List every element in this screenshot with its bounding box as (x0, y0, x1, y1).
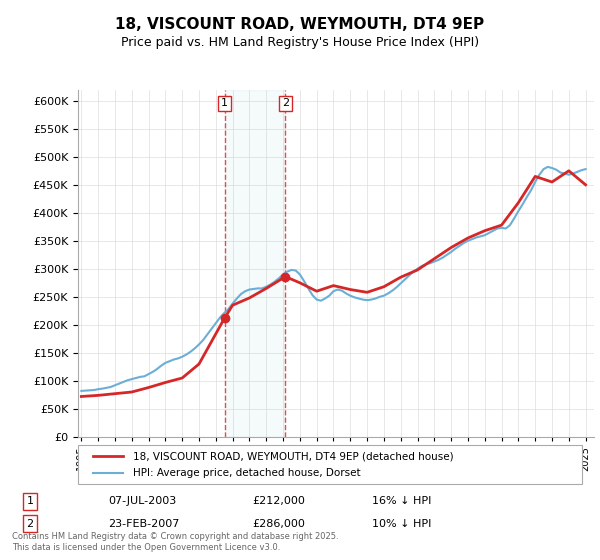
Text: 1: 1 (221, 99, 228, 108)
Text: Contains HM Land Registry data © Crown copyright and database right 2025.
This d: Contains HM Land Registry data © Crown c… (12, 532, 338, 552)
Text: HPI: Average price, detached house, Dorset: HPI: Average price, detached house, Dors… (133, 468, 361, 478)
Text: 10% ↓ HPI: 10% ↓ HPI (372, 519, 431, 529)
Text: 2: 2 (26, 519, 34, 529)
Text: Price paid vs. HM Land Registry's House Price Index (HPI): Price paid vs. HM Land Registry's House … (121, 36, 479, 49)
Text: 18, VISCOUNT ROAD, WEYMOUTH, DT4 9EP (detached house): 18, VISCOUNT ROAD, WEYMOUTH, DT4 9EP (de… (133, 451, 454, 461)
FancyBboxPatch shape (78, 445, 582, 484)
Text: 07-JUL-2003: 07-JUL-2003 (108, 496, 176, 506)
Text: 2: 2 (282, 99, 289, 108)
Text: £286,000: £286,000 (252, 519, 305, 529)
Text: 18, VISCOUNT ROAD, WEYMOUTH, DT4 9EP: 18, VISCOUNT ROAD, WEYMOUTH, DT4 9EP (115, 17, 485, 32)
Bar (224, 90, 286, 437)
Text: 23-FEB-2007: 23-FEB-2007 (108, 519, 179, 529)
Text: £212,000: £212,000 (252, 496, 305, 506)
Text: 1: 1 (26, 496, 34, 506)
Text: 16% ↓ HPI: 16% ↓ HPI (372, 496, 431, 506)
